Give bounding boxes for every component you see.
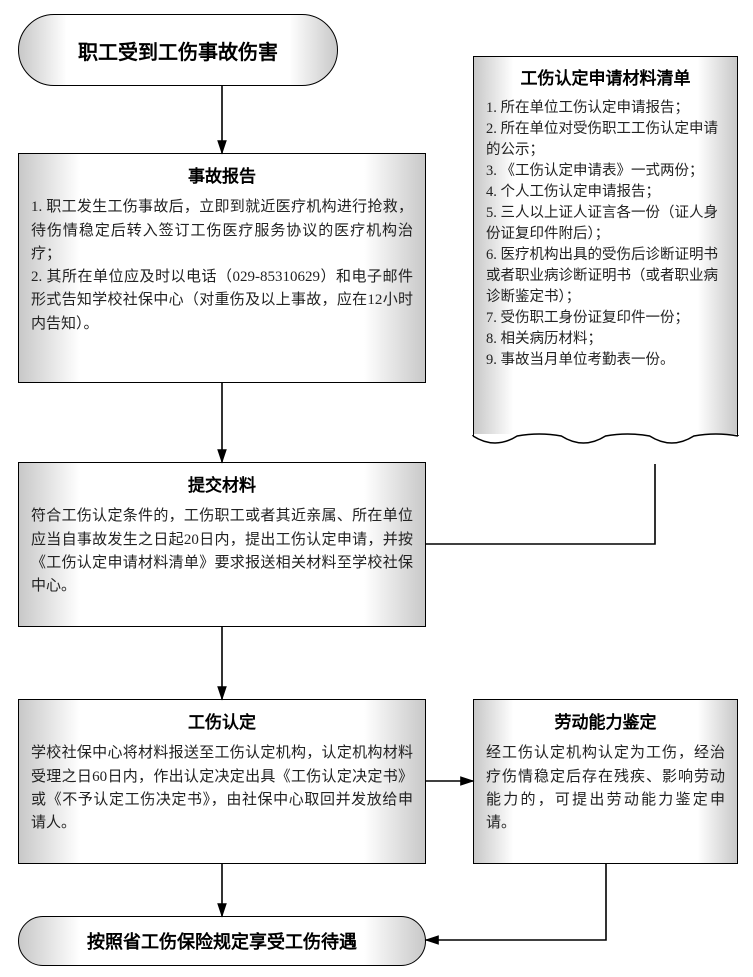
labor-ability-assessment-box: 劳动能力鉴定 经工伤认定机构认定为工伤，经治疗伤情稳定后存在残疾、影响劳动能力的… — [473, 699, 738, 864]
injury-identification-title: 工伤认定 — [31, 710, 413, 736]
submit-materials-box: 提交材料 符合工伤认定条件的，工伤职工或者其近亲属、所在单位应当自事故发生之日起… — [18, 462, 426, 627]
submit-materials-body: 符合工伤认定条件的，工伤职工或者其近亲属、所在单位应当自事故发生之日起20日内，… — [31, 505, 413, 598]
end-label: 按照省工伤保险规定享受工伤待遇 — [87, 928, 357, 954]
accident-report-box: 事故报告 1. 职工发生工伤事故后，立即到就近医疗机构进行抢救，待伤情稳定后转入… — [18, 153, 426, 383]
injury-identification-body: 学校社保中心将材料报送至工伤认定机构，认定机构材料受理之日60日内，作出认定决定… — [31, 742, 413, 835]
materials-checklist-box: 工伤认定申请材料清单 1. 所在单位工伤认定申请报告；2. 所在单位对受伤职工工… — [473, 56, 738, 436]
injury-identification-box: 工伤认定 学校社保中心将材料报送至工伤认定机构，认定机构材料受理之日60日内，作… — [18, 699, 426, 864]
start-terminal: 职工受到工伤事故伤害 — [18, 14, 338, 86]
start-label: 职工受到工伤事故伤害 — [78, 36, 278, 65]
labor-ability-assessment-title: 劳动能力鉴定 — [486, 710, 725, 736]
end-terminal: 按照省工伤保险规定享受工伤待遇 — [18, 916, 426, 966]
accident-report-body: 1. 职工发生工伤事故后，立即到就近医疗机构进行抢救，待伤情稳定后转入签订工伤医… — [31, 196, 413, 336]
labor-ability-assessment-body: 经工伤认定机构认定为工伤，经治疗伤情稳定后存在残疾、影响劳动能力的，可提出劳动能… — [486, 742, 725, 835]
submit-materials-title: 提交材料 — [31, 473, 413, 499]
materials-checklist-title: 工伤认定申请材料清单 — [486, 67, 725, 92]
materials-checklist-body: 1. 所在单位工伤认定申请报告；2. 所在单位对受伤职工工伤认定申请的公示；3.… — [486, 98, 725, 371]
accident-report-title: 事故报告 — [31, 164, 413, 190]
